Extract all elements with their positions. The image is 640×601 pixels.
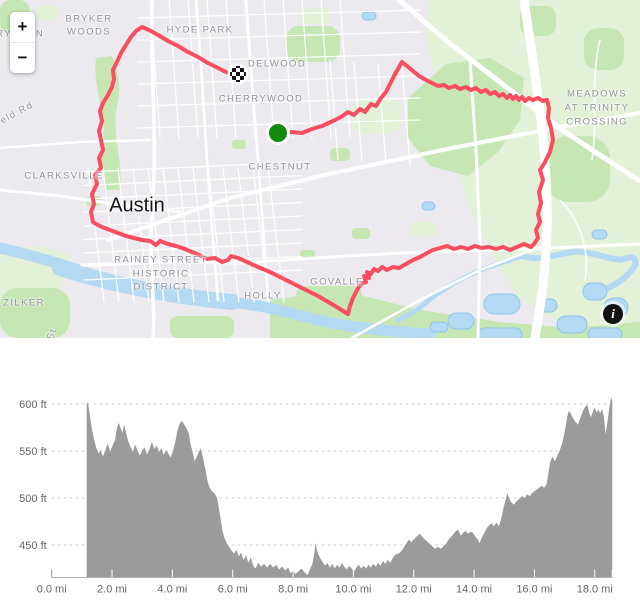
y-axis-label: 450 ft bbox=[19, 540, 47, 552]
water-body bbox=[591, 229, 608, 240]
road bbox=[350, 245, 542, 338]
street bbox=[147, 167, 165, 303]
road bbox=[396, 0, 640, 184]
x-axis-label: 4.0 mi bbox=[157, 584, 187, 596]
street bbox=[192, 167, 210, 303]
water-body bbox=[421, 201, 436, 211]
water-body bbox=[447, 312, 475, 330]
attribution-info-icon[interactable]: i bbox=[603, 304, 623, 324]
park-area bbox=[352, 98, 400, 134]
y-axis-label: 500 ft bbox=[19, 493, 47, 505]
street bbox=[137, 97, 421, 107]
street bbox=[137, 31, 421, 41]
street bbox=[237, 167, 255, 303]
elevation-chart: 600 ft 550 ft 500 ft 450 ft 0.0 mi 2.0 mi 4.0 … bbox=[19, 397, 613, 596]
park-area bbox=[36, 6, 58, 20]
street bbox=[401, 65, 411, 167]
street bbox=[83, 215, 303, 227]
water-body bbox=[556, 315, 588, 334]
street bbox=[83, 242, 303, 254]
street bbox=[83, 188, 303, 200]
zoom-out-button[interactable]: − bbox=[17, 48, 28, 67]
street bbox=[187, 0, 199, 139]
park-area bbox=[330, 148, 350, 161]
y-axis-label: 600 ft bbox=[19, 399, 47, 411]
x-axis-label: 12.0 mi bbox=[396, 584, 432, 596]
start-marker bbox=[269, 124, 287, 142]
park-area bbox=[170, 316, 234, 338]
water-body bbox=[52, 260, 240, 310]
street bbox=[137, 53, 421, 63]
street bbox=[263, 0, 275, 139]
road bbox=[559, 199, 587, 281]
x-axis-label: 18.0 mi bbox=[577, 584, 613, 596]
street bbox=[339, 0, 351, 139]
water-body bbox=[429, 321, 449, 333]
map-canvas bbox=[0, 0, 640, 338]
street bbox=[329, 59, 339, 161]
park-area bbox=[352, 228, 370, 239]
street bbox=[320, 0, 332, 139]
water-body bbox=[477, 327, 523, 338]
water-body bbox=[582, 282, 608, 301]
road bbox=[0, 138, 152, 150]
y-axis-label: 550 ft bbox=[19, 446, 47, 458]
street bbox=[83, 174, 303, 187]
water-body bbox=[361, 11, 377, 21]
water-body bbox=[483, 293, 521, 315]
park-area bbox=[232, 140, 246, 149]
street bbox=[222, 167, 240, 303]
park-area bbox=[300, 8, 330, 24]
x-axis-label: 0.0 mi bbox=[37, 584, 67, 596]
park-area bbox=[0, 288, 70, 338]
street bbox=[83, 201, 303, 214]
x-axis-label: 6.0 mi bbox=[218, 584, 248, 596]
road bbox=[80, 242, 640, 267]
map-zoom-control: + − bbox=[10, 12, 35, 73]
road bbox=[0, 188, 182, 214]
water-body bbox=[587, 327, 623, 338]
zoom-in-button[interactable]: + bbox=[17, 17, 28, 36]
x-axis-label: 16.0 mi bbox=[516, 584, 552, 596]
street bbox=[207, 167, 225, 303]
street bbox=[102, 167, 120, 303]
x-axis-label: 2.0 mi bbox=[97, 584, 127, 596]
x-axis-label: 10.0 mi bbox=[335, 584, 371, 596]
road bbox=[468, 58, 482, 338]
park-area bbox=[410, 222, 436, 236]
street bbox=[301, 0, 313, 139]
street bbox=[282, 0, 294, 139]
street bbox=[132, 167, 150, 303]
water-body bbox=[519, 248, 639, 299]
elevation-area bbox=[86, 397, 613, 578]
road bbox=[149, 0, 157, 338]
street bbox=[206, 0, 218, 139]
street bbox=[137, 75, 421, 85]
road bbox=[591, 39, 601, 161]
x-axis-label: 8.0 mi bbox=[278, 584, 308, 596]
route-line bbox=[89, 25, 555, 316]
zoom-control-divider bbox=[10, 42, 35, 43]
street bbox=[377, 63, 387, 165]
park-area bbox=[546, 136, 610, 202]
street bbox=[168, 0, 180, 139]
route-map[interactable]: BRYKER WOODS HYDE PARK DELWOOD CHERRYWOOD MEA… bbox=[0, 0, 640, 338]
park-area bbox=[584, 28, 624, 70]
x-axis-label: 14.0 mi bbox=[456, 584, 492, 596]
finish-marker bbox=[230, 66, 246, 82]
road bbox=[244, 0, 270, 302]
road bbox=[519, 0, 552, 338]
street bbox=[137, 9, 421, 19]
street bbox=[83, 161, 303, 173]
